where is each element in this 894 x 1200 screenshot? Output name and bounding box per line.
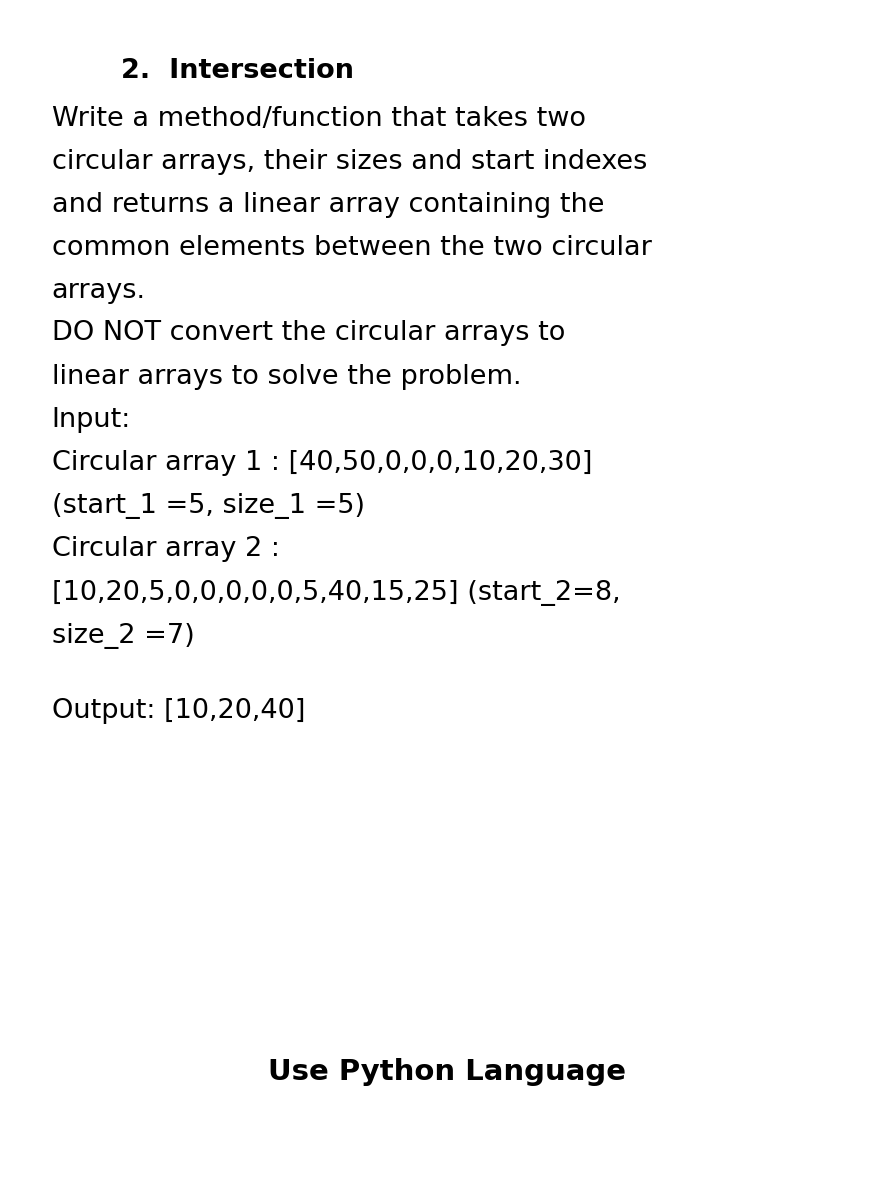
Text: [10,20,5,0,0,0,0,0,5,40,15,25] (start_2=8,: [10,20,5,0,0,0,0,0,5,40,15,25] (start_2=… (52, 580, 620, 606)
Text: DO NOT convert the circular arrays to: DO NOT convert the circular arrays to (52, 320, 565, 347)
Text: Circular array 1 : [40,50,0,0,0,10,20,30]: Circular array 1 : [40,50,0,0,0,10,20,30… (52, 450, 593, 476)
Text: linear arrays to solve the problem.: linear arrays to solve the problem. (52, 364, 521, 390)
Text: Circular array 2 :: Circular array 2 : (52, 536, 280, 563)
Text: and returns a linear array containing the: and returns a linear array containing th… (52, 192, 604, 218)
Text: common elements between the two circular: common elements between the two circular (52, 235, 652, 262)
Text: circular arrays, their sizes and start indexes: circular arrays, their sizes and start i… (52, 149, 647, 175)
Text: Write a method/function that takes two: Write a method/function that takes two (52, 106, 586, 132)
Text: 2.  Intersection: 2. Intersection (121, 58, 354, 84)
Text: arrays.: arrays. (52, 278, 146, 305)
Text: Output: [10,20,40]: Output: [10,20,40] (52, 698, 306, 725)
Text: size_2 =7): size_2 =7) (52, 623, 195, 649)
Text: (start_1 =5, size_1 =5): (start_1 =5, size_1 =5) (52, 493, 365, 520)
Text: Input:: Input: (52, 407, 131, 433)
Text: Use Python Language: Use Python Language (268, 1058, 626, 1086)
